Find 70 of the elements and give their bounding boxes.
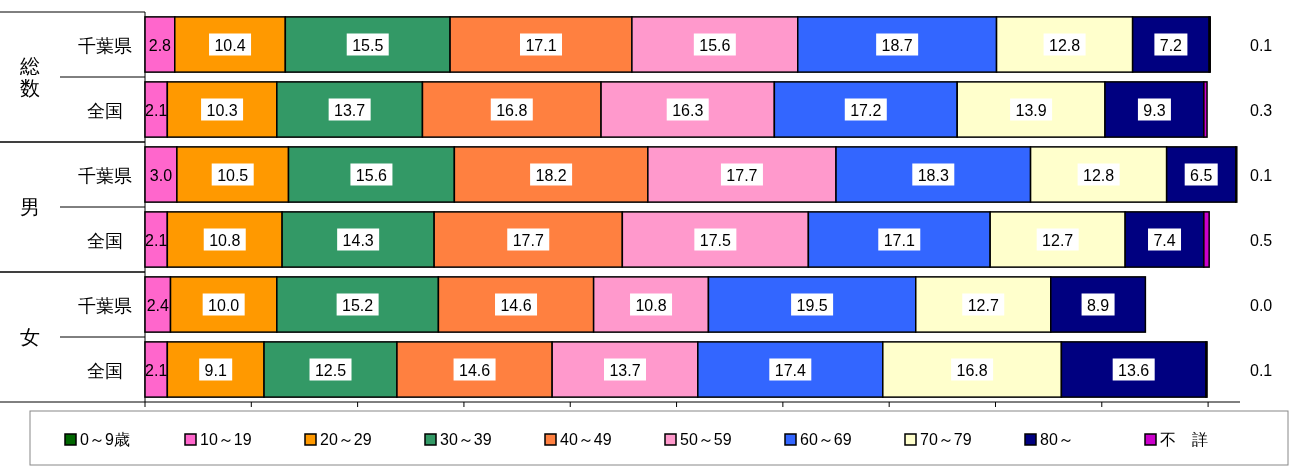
legend-label: 不 詳: [1160, 431, 1208, 448]
data-label: 10.3: [206, 101, 238, 119]
data-label: 13.6: [1118, 361, 1150, 379]
legend-label: 30～39: [440, 431, 492, 448]
data-label: 7.4: [1153, 231, 1176, 249]
data-label: 12.8: [1049, 36, 1081, 54]
data-label: 0.3: [1250, 101, 1273, 119]
data-label: 10.4: [214, 36, 246, 54]
data-label: 14.6: [458, 361, 491, 379]
data-label: 12.8: [1083, 166, 1115, 184]
data-label: 9.1: [204, 361, 227, 379]
data-label: 10.8: [635, 296, 667, 314]
y-tick-label: 千葉県: [78, 35, 132, 56]
y-tick-label: 全国: [87, 100, 123, 121]
data-label: 15.2: [342, 296, 374, 314]
y-tick-label: 全国: [87, 230, 123, 251]
data-label: 12.7: [1042, 231, 1074, 249]
data-label: 15.6: [699, 36, 731, 54]
data-label: 14.3: [342, 231, 374, 249]
data-label: 17.1: [883, 231, 915, 249]
data-label: 19.5: [796, 296, 828, 314]
data-label: 0.1: [1250, 361, 1273, 379]
legend-label: 50～59: [680, 431, 732, 448]
data-label: 17.2: [850, 101, 882, 119]
y-tick-label: 全国: [87, 360, 123, 381]
legend-label: 80～: [1040, 431, 1074, 448]
data-label: 13.7: [609, 361, 641, 379]
data-label: 10.5: [217, 166, 249, 184]
legend-label: 20～29: [320, 431, 372, 448]
data-label: 10.8: [209, 231, 241, 249]
data-label: 18.2: [535, 166, 567, 184]
data-label: 9.3: [1143, 101, 1166, 119]
y-tick-label: 千葉県: [78, 295, 132, 316]
data-label: 3.0: [149, 166, 173, 184]
data-label: 12.7: [967, 296, 999, 314]
text: 男: [20, 196, 40, 218]
data-label: 17.4: [774, 361, 806, 379]
data-label: 2.8: [148, 36, 172, 54]
data-label: 13.7: [334, 101, 366, 119]
data-label: 0.1: [1250, 166, 1273, 184]
legend-label: 60～69: [800, 431, 852, 448]
data-label: 0.0: [1250, 296, 1273, 314]
legend-label: 0～9歳: [80, 431, 130, 448]
data-label: 12.5: [314, 361, 347, 379]
text: 女: [20, 326, 40, 348]
data-label: 17.7: [726, 166, 758, 184]
legend-label: 70～79: [920, 431, 972, 448]
data-label: 8.9: [1086, 296, 1110, 314]
data-label: 17.7: [512, 231, 544, 249]
legend-label: 40～49: [560, 431, 612, 448]
data-label: 10.0: [208, 296, 240, 314]
data-label: 18.3: [917, 166, 949, 184]
data-label: 15.6: [355, 166, 388, 184]
data-label: 14.6: [500, 296, 532, 314]
legend-label: 10～19: [200, 431, 252, 448]
data-label: 17.1: [525, 36, 557, 54]
data-label: 16.8: [496, 101, 528, 119]
data-label: 2.4: [146, 296, 169, 314]
data-label: 15.5: [352, 36, 384, 54]
data-label: 6.5: [1190, 166, 1213, 184]
data-label: 16.8: [956, 361, 988, 379]
data-label: 17.5: [699, 231, 732, 249]
text: 総数: [19, 55, 40, 99]
data-label: 0.1: [1250, 36, 1273, 54]
data-label: 7.2: [1159, 36, 1183, 54]
data-label: 18.7: [881, 36, 913, 54]
data-label: 0.5: [1250, 231, 1273, 249]
data-label: 16.3: [672, 101, 704, 119]
y-tick-label: 千葉県: [78, 165, 132, 186]
data-label: 13.9: [1015, 101, 1047, 119]
